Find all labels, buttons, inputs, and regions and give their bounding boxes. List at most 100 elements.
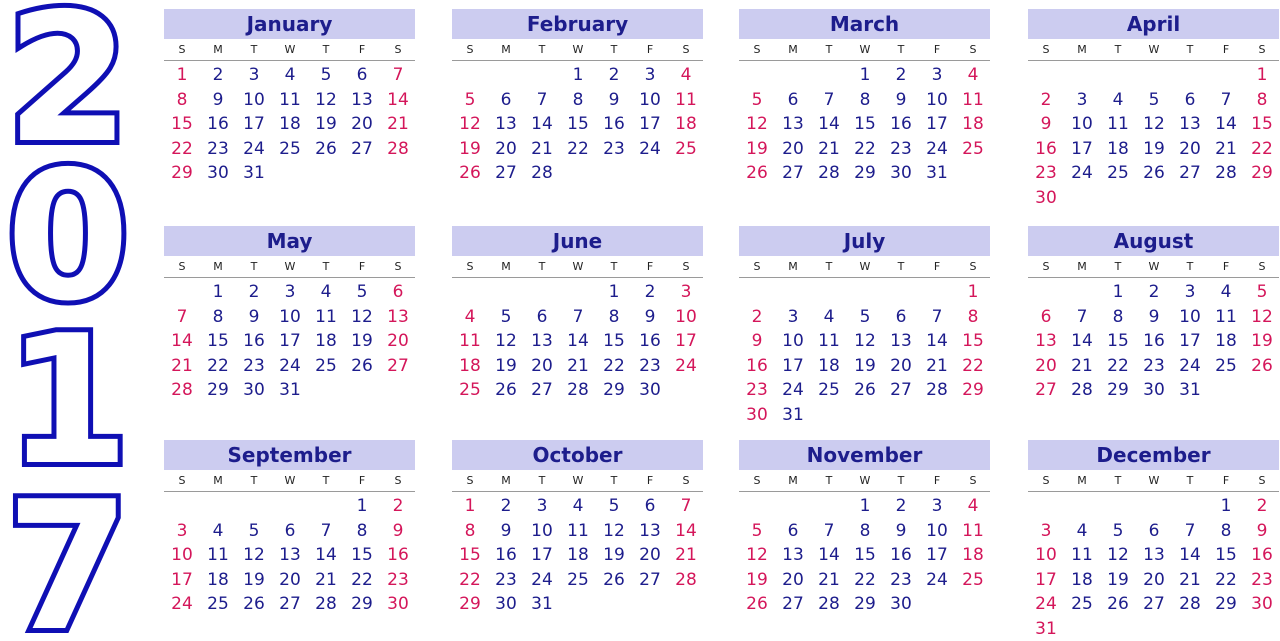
day-cell: 8 bbox=[176, 89, 188, 110]
day-cell: 6 bbox=[392, 282, 404, 302]
day-cell: 22 bbox=[854, 138, 876, 159]
day-cell: 28 bbox=[315, 594, 337, 615]
day-cell: 19 bbox=[854, 355, 876, 376]
day-cell: 14 bbox=[387, 89, 409, 110]
day-cell: 7 bbox=[320, 520, 332, 541]
weekday-label: S bbox=[466, 260, 474, 273]
month-january: January S M T W T F S 1 2 3 4 5 6 7 8 9 10 11 12 13 14 15 16 17 1… bbox=[164, 0, 415, 210]
day-cell: 2 bbox=[1256, 496, 1268, 516]
day-cell: 1 bbox=[572, 65, 584, 85]
day-cell: 20 bbox=[351, 114, 373, 135]
day-cell: 1 bbox=[176, 65, 188, 85]
day-cell: 6 bbox=[1148, 520, 1160, 541]
day-cell: 28 bbox=[1071, 380, 1093, 401]
day-cell: 12 bbox=[315, 89, 337, 110]
day-cell: 11 bbox=[1215, 306, 1237, 327]
day-cell: 23 bbox=[890, 138, 912, 159]
day-cell: 2 bbox=[1148, 282, 1160, 302]
day-cell: 5 bbox=[859, 306, 871, 327]
day-cell: 5 bbox=[248, 520, 260, 541]
weekday-label: F bbox=[1222, 43, 1230, 56]
day-cell: 14 bbox=[567, 331, 589, 352]
day-cell: 22 bbox=[1251, 138, 1273, 159]
day-cell: 23 bbox=[495, 569, 517, 590]
day-cell: 24 bbox=[639, 138, 661, 159]
day-cell: 14 bbox=[818, 114, 840, 135]
day-cell: 10 bbox=[531, 520, 553, 541]
weekday-label: S bbox=[466, 474, 474, 487]
day-cell: 14 bbox=[315, 545, 337, 566]
day-cell: 2 bbox=[895, 496, 907, 516]
weekday-label: T bbox=[538, 43, 546, 56]
year-digit: 7 bbox=[6, 463, 130, 640]
weekday-label: T bbox=[322, 474, 330, 487]
day-cell: 6 bbox=[787, 89, 799, 110]
month-november: November S M T W T F S 1 2 3 4 5 6 7 8 9 10 11 12 13 14 15 16 17… bbox=[739, 431, 990, 641]
day-cell: 28 bbox=[1215, 163, 1237, 184]
day-cell: 13 bbox=[639, 520, 661, 541]
weekday-label: S bbox=[969, 474, 977, 487]
day-cell: 26 bbox=[746, 163, 768, 184]
day-cell: 20 bbox=[639, 545, 661, 566]
day-cell: 8 bbox=[967, 306, 979, 327]
day-cell: 27 bbox=[531, 380, 553, 401]
year-digit: 2 bbox=[6, 0, 130, 182]
weekday-label: M bbox=[501, 43, 511, 56]
weekday-label: W bbox=[284, 43, 296, 56]
day-cell: 30 bbox=[207, 163, 229, 184]
weekday-label: F bbox=[933, 43, 941, 56]
day-cell: 7 bbox=[392, 65, 404, 85]
weekday-label: S bbox=[1042, 474, 1050, 487]
day-cell: 18 bbox=[315, 331, 337, 352]
day-cell: 27 bbox=[1179, 163, 1201, 184]
day-cell: 9 bbox=[751, 331, 763, 352]
day-cell: 3 bbox=[284, 282, 296, 302]
day-cell: 12 bbox=[1251, 306, 1273, 327]
day-cell: 30 bbox=[243, 380, 265, 401]
day-cell: 11 bbox=[818, 331, 840, 352]
day-cell: 11 bbox=[315, 306, 337, 327]
day-cell: 6 bbox=[356, 65, 368, 85]
day-cell: 28 bbox=[818, 594, 840, 615]
month-name: February bbox=[452, 9, 703, 39]
day-cell: 16 bbox=[1035, 138, 1057, 159]
month-name: May bbox=[164, 226, 415, 256]
day-cell: 27 bbox=[1035, 380, 1057, 401]
weekday-label: T bbox=[1186, 260, 1194, 273]
day-cell: 21 bbox=[531, 138, 553, 159]
day-cell: 15 bbox=[962, 331, 984, 352]
day-cell: 9 bbox=[608, 89, 620, 110]
day-cell: 6 bbox=[500, 89, 512, 110]
day-cell: 4 bbox=[967, 496, 979, 516]
day-cell: 15 bbox=[1215, 545, 1237, 566]
day-cell: 26 bbox=[243, 594, 265, 615]
day-cell: 29 bbox=[351, 594, 373, 615]
day-cell: 1 bbox=[1112, 282, 1124, 302]
day-cell: 18 bbox=[1071, 569, 1093, 590]
day-cell: 8 bbox=[859, 89, 871, 110]
day-cell: 9 bbox=[644, 306, 656, 327]
day-cell: 8 bbox=[572, 89, 584, 110]
day-cell: 20 bbox=[1179, 138, 1201, 159]
day-cell: 22 bbox=[171, 138, 193, 159]
weekday-label: W bbox=[572, 43, 584, 56]
day-cell: 27 bbox=[782, 163, 804, 184]
day-cell: 21 bbox=[315, 569, 337, 590]
day-cell: 18 bbox=[567, 545, 589, 566]
day-cell: 15 bbox=[854, 545, 876, 566]
year-digits: 2 0 1 7 bbox=[1, 0, 135, 640]
day-cell: 2 bbox=[248, 282, 260, 302]
day-cell: 13 bbox=[1179, 114, 1201, 135]
weekday-label: W bbox=[572, 260, 584, 273]
weekday-label: S bbox=[1258, 43, 1266, 56]
day-cell: 9 bbox=[1256, 520, 1268, 541]
day-cell: 30 bbox=[1251, 594, 1273, 615]
day-cell: 19 bbox=[459, 138, 481, 159]
weekday-label: F bbox=[358, 474, 366, 487]
day-cell: 2 bbox=[751, 306, 763, 327]
